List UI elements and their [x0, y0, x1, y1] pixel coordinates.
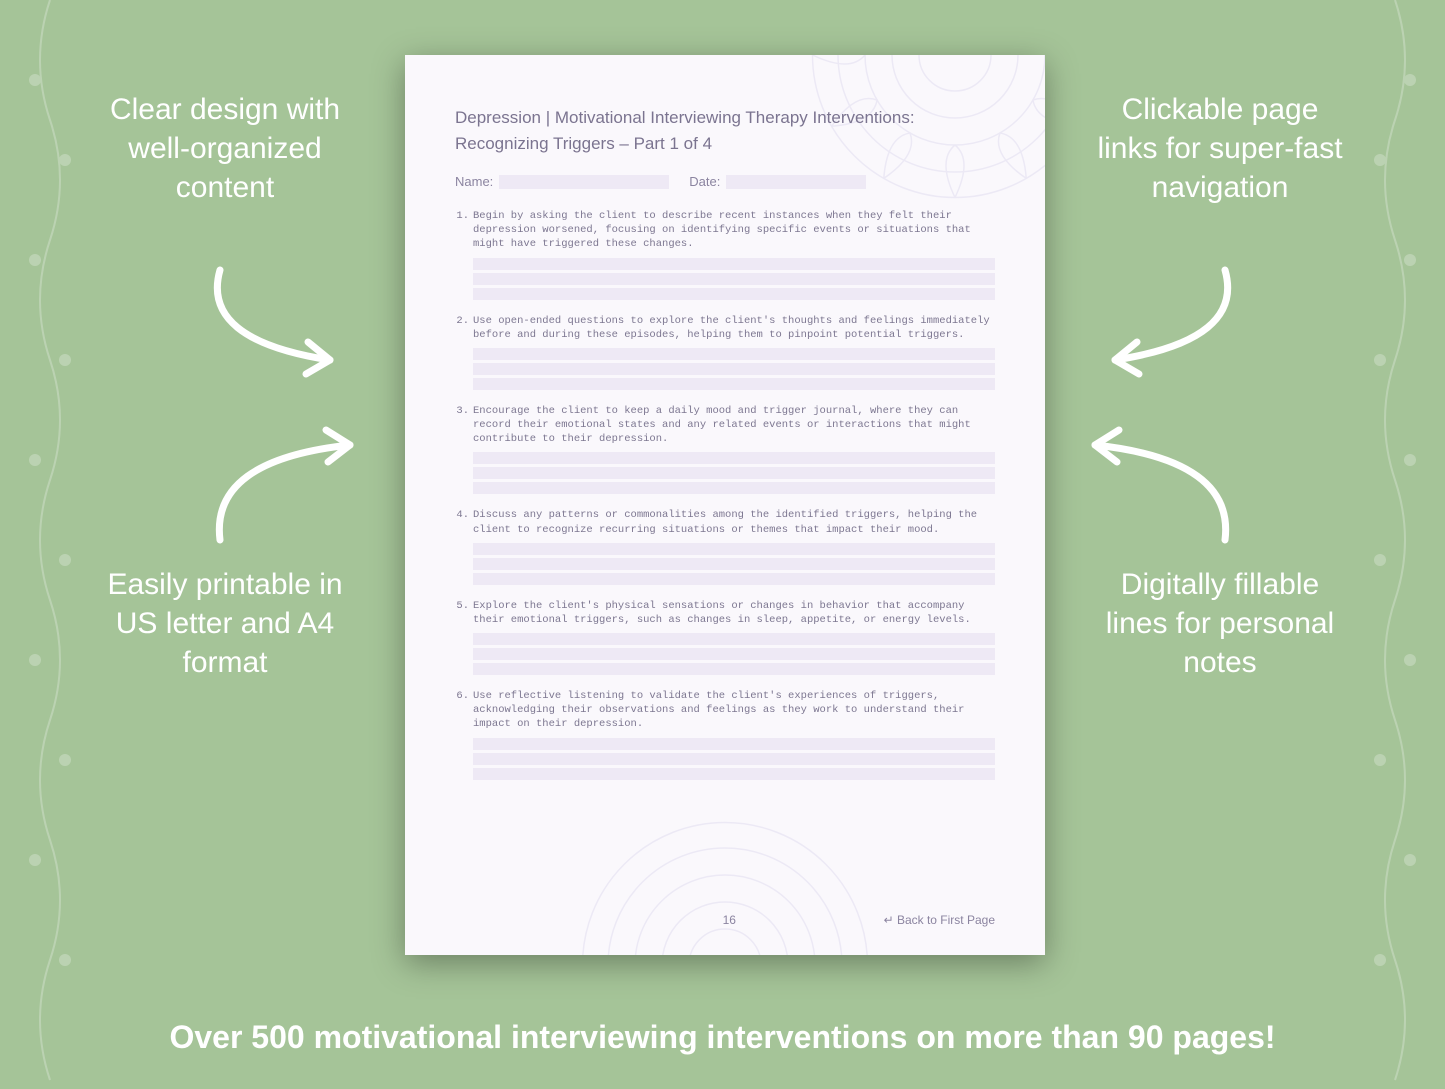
fill-lines[interactable]	[473, 543, 995, 585]
name-field: Name:	[455, 174, 669, 189]
title-line-2: Recognizing Triggers – Part 1 of 4	[455, 131, 995, 157]
mandala-icon	[575, 815, 875, 955]
item-text: Use reflective listening to validate the…	[473, 689, 995, 732]
item-text: Explore the client's physical sensations…	[473, 599, 995, 627]
list-item: 1.Begin by asking the client to describe…	[455, 209, 995, 300]
callout-bottom-left: Easily printable in US letter and A4 for…	[95, 565, 355, 682]
fill-lines[interactable]	[473, 348, 995, 390]
floral-pattern-left	[10, 0, 90, 1084]
callout-bottom-right: Digitally fillable lines for personal no…	[1090, 565, 1350, 682]
item-number: 2.	[455, 314, 473, 342]
list-item: 6.Use reflective listening to validate t…	[455, 689, 995, 780]
fill-lines[interactable]	[473, 452, 995, 494]
title-line-1: Depression | Motivational Interviewing T…	[455, 105, 995, 131]
document-page: Depression | Motivational Interviewing T…	[405, 55, 1045, 955]
name-input[interactable]	[499, 175, 669, 189]
item-number: 5.	[455, 599, 473, 627]
page-number: 16	[575, 913, 884, 927]
item-text: Begin by asking the client to describe r…	[473, 209, 995, 252]
vine-icon	[1355, 0, 1435, 1084]
item-number: 6.	[455, 689, 473, 732]
item-number: 3.	[455, 404, 473, 447]
item-text: Use open-ended questions to explore the …	[473, 314, 995, 342]
arrow-icon	[200, 420, 380, 560]
list-item: 4.Discuss any patterns or commonalities …	[455, 508, 995, 584]
bottom-banner: Over 500 motivational interviewing inter…	[0, 1019, 1445, 1056]
meta-row: Name: Date:	[455, 174, 995, 189]
callout-top-left: Clear design with well-organized content	[95, 90, 355, 207]
item-list: 1.Begin by asking the client to describe…	[455, 209, 995, 780]
date-input[interactable]	[726, 175, 866, 189]
back-to-first-link[interactable]: ↵ Back to First Page	[884, 913, 995, 927]
arrow-icon	[1075, 250, 1255, 390]
list-item: 3.Encourage the client to keep a daily m…	[455, 404, 995, 495]
fill-lines[interactable]	[473, 258, 995, 300]
name-label: Name:	[455, 174, 493, 189]
item-text: Encourage the client to keep a daily moo…	[473, 404, 995, 447]
arrow-icon	[190, 250, 370, 390]
page-footer: 16 ↵ Back to First Page	[455, 913, 995, 927]
floral-pattern-right	[1355, 0, 1435, 1084]
fill-lines[interactable]	[473, 633, 995, 675]
list-item: 2.Use open-ended questions to explore th…	[455, 314, 995, 390]
item-number: 1.	[455, 209, 473, 252]
vine-icon	[10, 0, 90, 1084]
item-text: Discuss any patterns or commonalities am…	[473, 508, 995, 536]
item-number: 4.	[455, 508, 473, 536]
date-label: Date:	[689, 174, 720, 189]
date-field: Date:	[689, 174, 866, 189]
callout-top-right: Clickable page links for super-fast navi…	[1090, 90, 1350, 207]
document-title: Depression | Motivational Interviewing T…	[455, 105, 995, 156]
fill-lines[interactable]	[473, 738, 995, 780]
arrow-icon	[1065, 420, 1245, 560]
list-item: 5.Explore the client's physical sensatio…	[455, 599, 995, 675]
